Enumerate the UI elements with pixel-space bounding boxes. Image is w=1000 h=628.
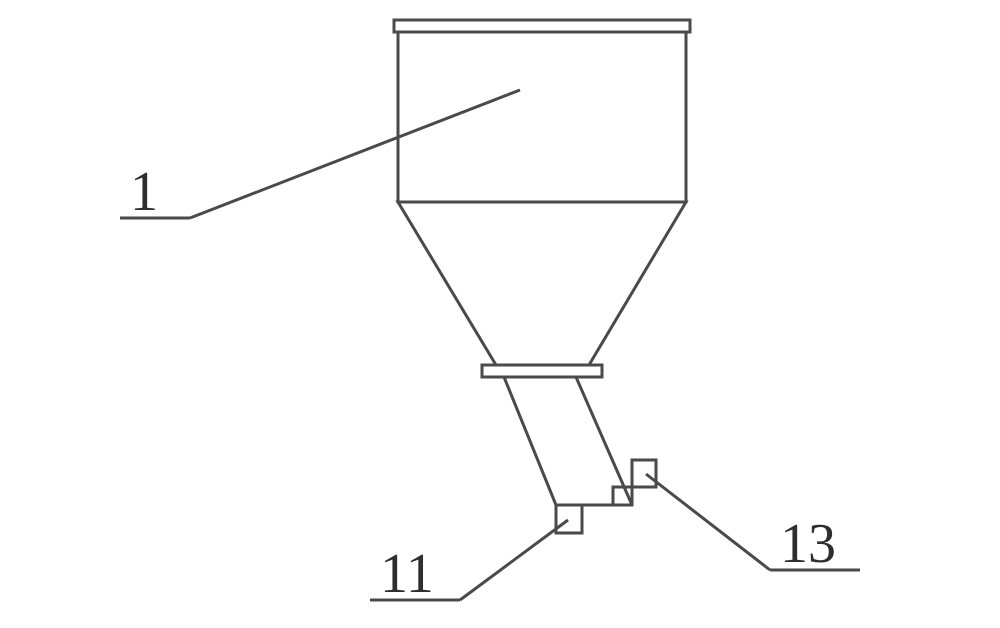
callout-13-label: 13 <box>780 513 836 575</box>
callout-11-label: 11 <box>380 543 434 605</box>
callout-1-label: 1 <box>130 161 158 223</box>
canvas-bg <box>0 0 1000 628</box>
